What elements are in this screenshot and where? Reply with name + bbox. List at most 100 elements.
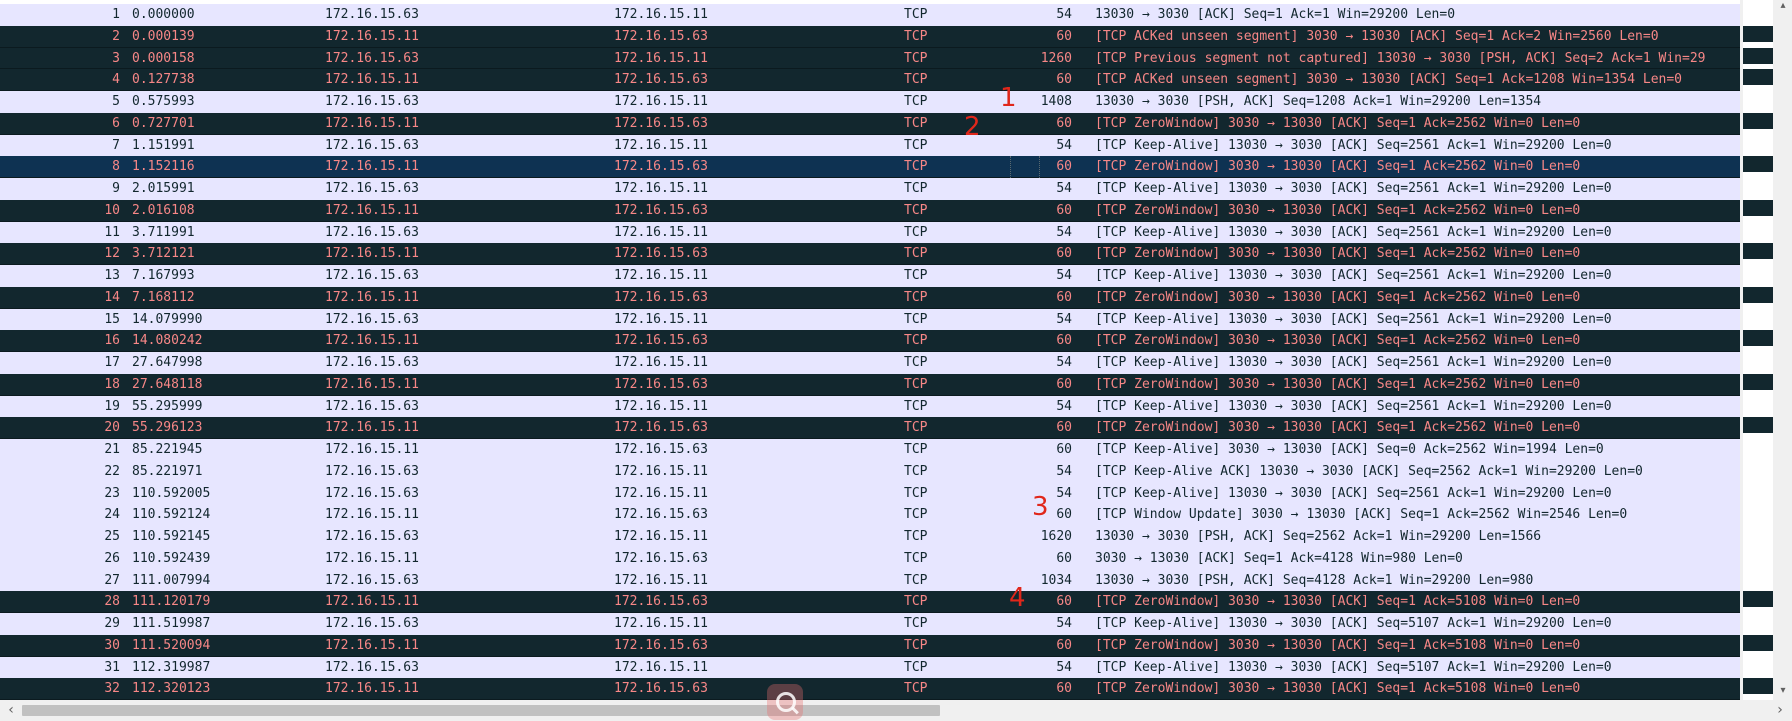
packet-row[interactable]: 3 0.000158 172.16.15.63 172.16.15.11 TCP 1260… — [0, 47, 1740, 70]
packet-row[interactable]: 11 3.711991 172.16.15.63 172.16.15.11 TCP 54 [… — [0, 221, 1740, 244]
packet-row[interactable]: 27 111.007994 172.16.15.63 172.16.15.11 TCP 1… — [0, 569, 1740, 592]
packet-protocol: TCP — [904, 398, 928, 414]
packet-protocol: TCP — [904, 529, 928, 544]
packet-number: 14 — [104, 289, 120, 305]
packet-info: 13030 → 3030 [ACK] Seq=1 Ack=1 Win=29200… — [1095, 7, 1456, 22]
annotation-3: 3 — [1032, 492, 1049, 522]
packet-row[interactable]: 26 110.592439 172.16.15.11 172.16.15.63 TCP 6… — [0, 547, 1740, 570]
scroll-right-arrow-icon[interactable]: › — [1777, 702, 1783, 718]
packet-row[interactable]: 2 0.000139 172.16.15.11 172.16.15.63 TCP 60 [T… — [0, 25, 1740, 48]
packet-number: 8 — [112, 159, 120, 175]
packet-row[interactable]: 16 14.080242 172.16.15.11 172.16.15.63 TCP 60… — [0, 330, 1740, 352]
packet-row[interactable]: 14 7.168112 172.16.15.11 172.16.15.63 TCP 60 [… — [0, 286, 1740, 309]
packet-destination: 172.16.15.11 — [614, 137, 708, 153]
packet-length: 1620 — [1040, 529, 1072, 544]
packet-destination: 172.16.15.63 — [614, 681, 708, 697]
packet-time: 7.168112 — [132, 289, 195, 305]
packet-source: 172.16.15.63 — [325, 485, 419, 501]
packet-protocol: TCP — [904, 7, 928, 22]
packet-row[interactable]: 5 0.575993 172.16.15.63 172.16.15.11 TCP 1408… — [0, 91, 1740, 113]
packet-length: 54 — [1056, 7, 1072, 22]
packet-row[interactable]: 12 3.712121 172.16.15.11 172.16.15.63 TCP 60 [… — [0, 243, 1740, 265]
packet-row[interactable]: 21 85.221945 172.16.15.11 172.16.15.63 TCP 60… — [0, 439, 1740, 461]
packet-length: 60 — [1056, 202, 1072, 218]
packet-time: 14.080242 — [132, 333, 203, 349]
packet-source: 172.16.15.63 — [325, 137, 419, 153]
packet-list[interactable]: 1 0.000000 172.16.15.63 172.16.15.11 TCP 54 13… — [0, 0, 1740, 700]
packet-info: [TCP ZeroWindow] 3030 → 13030 [ACK] Seq=… — [1095, 115, 1581, 131]
packet-number: 22 — [104, 463, 120, 479]
packet-number: 16 — [104, 333, 120, 349]
packet-protocol: TCP — [904, 333, 928, 349]
packet-destination: 172.16.15.63 — [614, 550, 708, 566]
packet-protocol: TCP — [904, 289, 928, 305]
packet-destination: 172.16.15.63 — [614, 420, 708, 436]
minimap-marker — [1743, 287, 1773, 303]
packet-source: 172.16.15.63 — [325, 311, 419, 327]
packet-row[interactable]: 28 111.120179 172.16.15.11 172.16.15.63 TCP 6… — [0, 591, 1740, 613]
packet-row[interactable]: 30 111.520094 172.16.15.11 172.16.15.63 TCP 6… — [0, 634, 1740, 657]
packet-row[interactable]: 8 1.152116 172.16.15.11 172.16.15.63 TCP 60 [T… — [0, 156, 1740, 178]
packet-row[interactable]: 18 27.648118 172.16.15.11 172.16.15.63 TCP 60… — [0, 373, 1740, 396]
packet-row[interactable]: 4 0.127738 172.16.15.11 172.16.15.63 TCP 60 [T… — [0, 69, 1740, 91]
packet-destination: 172.16.15.11 — [614, 355, 708, 370]
annotation-4: 4 — [1009, 583, 1026, 613]
packet-protocol: TCP — [904, 181, 928, 196]
packet-source: 172.16.15.63 — [325, 268, 419, 283]
packet-row[interactable]: 32 112.320123 172.16.15.11 172.16.15.63 TCP 6… — [0, 678, 1740, 700]
minimap-marker — [1743, 69, 1773, 85]
packet-number: 10 — [104, 202, 120, 218]
packet-destination: 172.16.15.11 — [614, 398, 708, 414]
scroll-up-arrow-icon[interactable]: ▴ — [1780, 0, 1786, 11]
packet-number: 19 — [104, 398, 120, 414]
packet-row[interactable]: 9 2.015991 172.16.15.63 172.16.15.11 TCP 54 [T… — [0, 178, 1740, 200]
packet-time: 112.320123 — [132, 681, 211, 697]
scroll-down-arrow-icon[interactable]: ▾ — [1780, 685, 1786, 696]
packet-length: 60 — [1056, 507, 1072, 523]
packet-protocol: TCP — [904, 550, 928, 566]
packet-length: 60 — [1056, 72, 1072, 88]
packet-length: 54 — [1056, 311, 1072, 327]
packet-row[interactable]: 20 55.296123 172.16.15.11 172.16.15.63 TCP 60… — [0, 417, 1740, 439]
packet-source: 172.16.15.63 — [325, 572, 419, 588]
packet-protocol: TCP — [904, 28, 928, 44]
packet-length: 60 — [1056, 159, 1072, 175]
packet-row[interactable]: 13 7.167993 172.16.15.63 172.16.15.11 TCP 54 [… — [0, 265, 1740, 287]
packet-row[interactable]: 25 110.592145 172.16.15.63 172.16.15.11 TCP 1… — [0, 526, 1740, 548]
packet-row[interactable]: 19 55.295999 172.16.15.63 172.16.15.11 TCP 54… — [0, 395, 1740, 418]
packet-row[interactable]: 24 110.592124 172.16.15.11 172.16.15.63 TCP 6… — [0, 504, 1740, 526]
packet-row[interactable]: 31 112.319987 172.16.15.63 172.16.15.11 TCP 5… — [0, 656, 1740, 679]
packet-destination: 172.16.15.63 — [614, 72, 708, 88]
packet-minimap[interactable] — [1743, 0, 1773, 700]
packet-time: 3.711991 — [132, 224, 195, 240]
packet-time: 0.000139 — [132, 28, 195, 44]
packet-destination: 172.16.15.11 — [614, 463, 708, 479]
packet-protocol: TCP — [904, 572, 928, 588]
packet-protocol: TCP — [904, 442, 928, 457]
packet-row[interactable]: 29 111.519987 172.16.15.63 172.16.15.11 TCP 5… — [0, 613, 1740, 635]
horizontal-scrollbar-thumb[interactable] — [22, 705, 940, 716]
packet-length: 60 — [1056, 115, 1072, 131]
packet-length: 60 — [1056, 28, 1072, 44]
packet-row[interactable]: 17 27.647998 172.16.15.63 172.16.15.11 TCP 54… — [0, 352, 1740, 374]
minimap-marker — [1743, 48, 1773, 64]
packet-destination: 172.16.15.63 — [614, 507, 708, 523]
packet-row[interactable]: 23 110.592005 172.16.15.63 172.16.15.11 TCP 5… — [0, 482, 1740, 505]
packet-destination: 172.16.15.11 — [614, 50, 708, 66]
packet-row[interactable]: 6 0.727701 172.16.15.11 172.16.15.63 TCP 60 [T… — [0, 112, 1740, 135]
packet-source: 172.16.15.11 — [325, 550, 419, 566]
packet-row[interactable]: 15 14.079990 172.16.15.63 172.16.15.11 TCP 54… — [0, 308, 1740, 331]
packet-source: 172.16.15.11 — [325, 594, 419, 610]
packet-row[interactable]: 7 1.151991 172.16.15.63 172.16.15.11 TCP 54 [T… — [0, 134, 1740, 157]
packet-row[interactable]: 10 2.016108 172.16.15.11 172.16.15.63 TCP 60 [… — [0, 199, 1740, 222]
scroll-left-arrow-icon[interactable]: ‹ — [8, 702, 14, 718]
packet-source: 172.16.15.63 — [325, 355, 419, 370]
packet-source: 172.16.15.11 — [325, 637, 419, 653]
packet-info: [TCP Keep-Alive] 13030 → 3030 [ACK] Seq=… — [1095, 311, 1612, 327]
packet-length: 60 — [1056, 333, 1072, 349]
packet-row[interactable]: 1 0.000000 172.16.15.63 172.16.15.11 TCP 54 13… — [0, 4, 1740, 26]
packet-source: 172.16.15.11 — [325, 246, 419, 262]
packet-info: [TCP Keep-Alive] 13030 → 3030 [ACK] Seq=… — [1095, 181, 1612, 196]
annotation-2: 2 — [964, 112, 981, 142]
packet-row[interactable]: 22 85.221971 172.16.15.63 172.16.15.11 TCP 54… — [0, 460, 1740, 483]
